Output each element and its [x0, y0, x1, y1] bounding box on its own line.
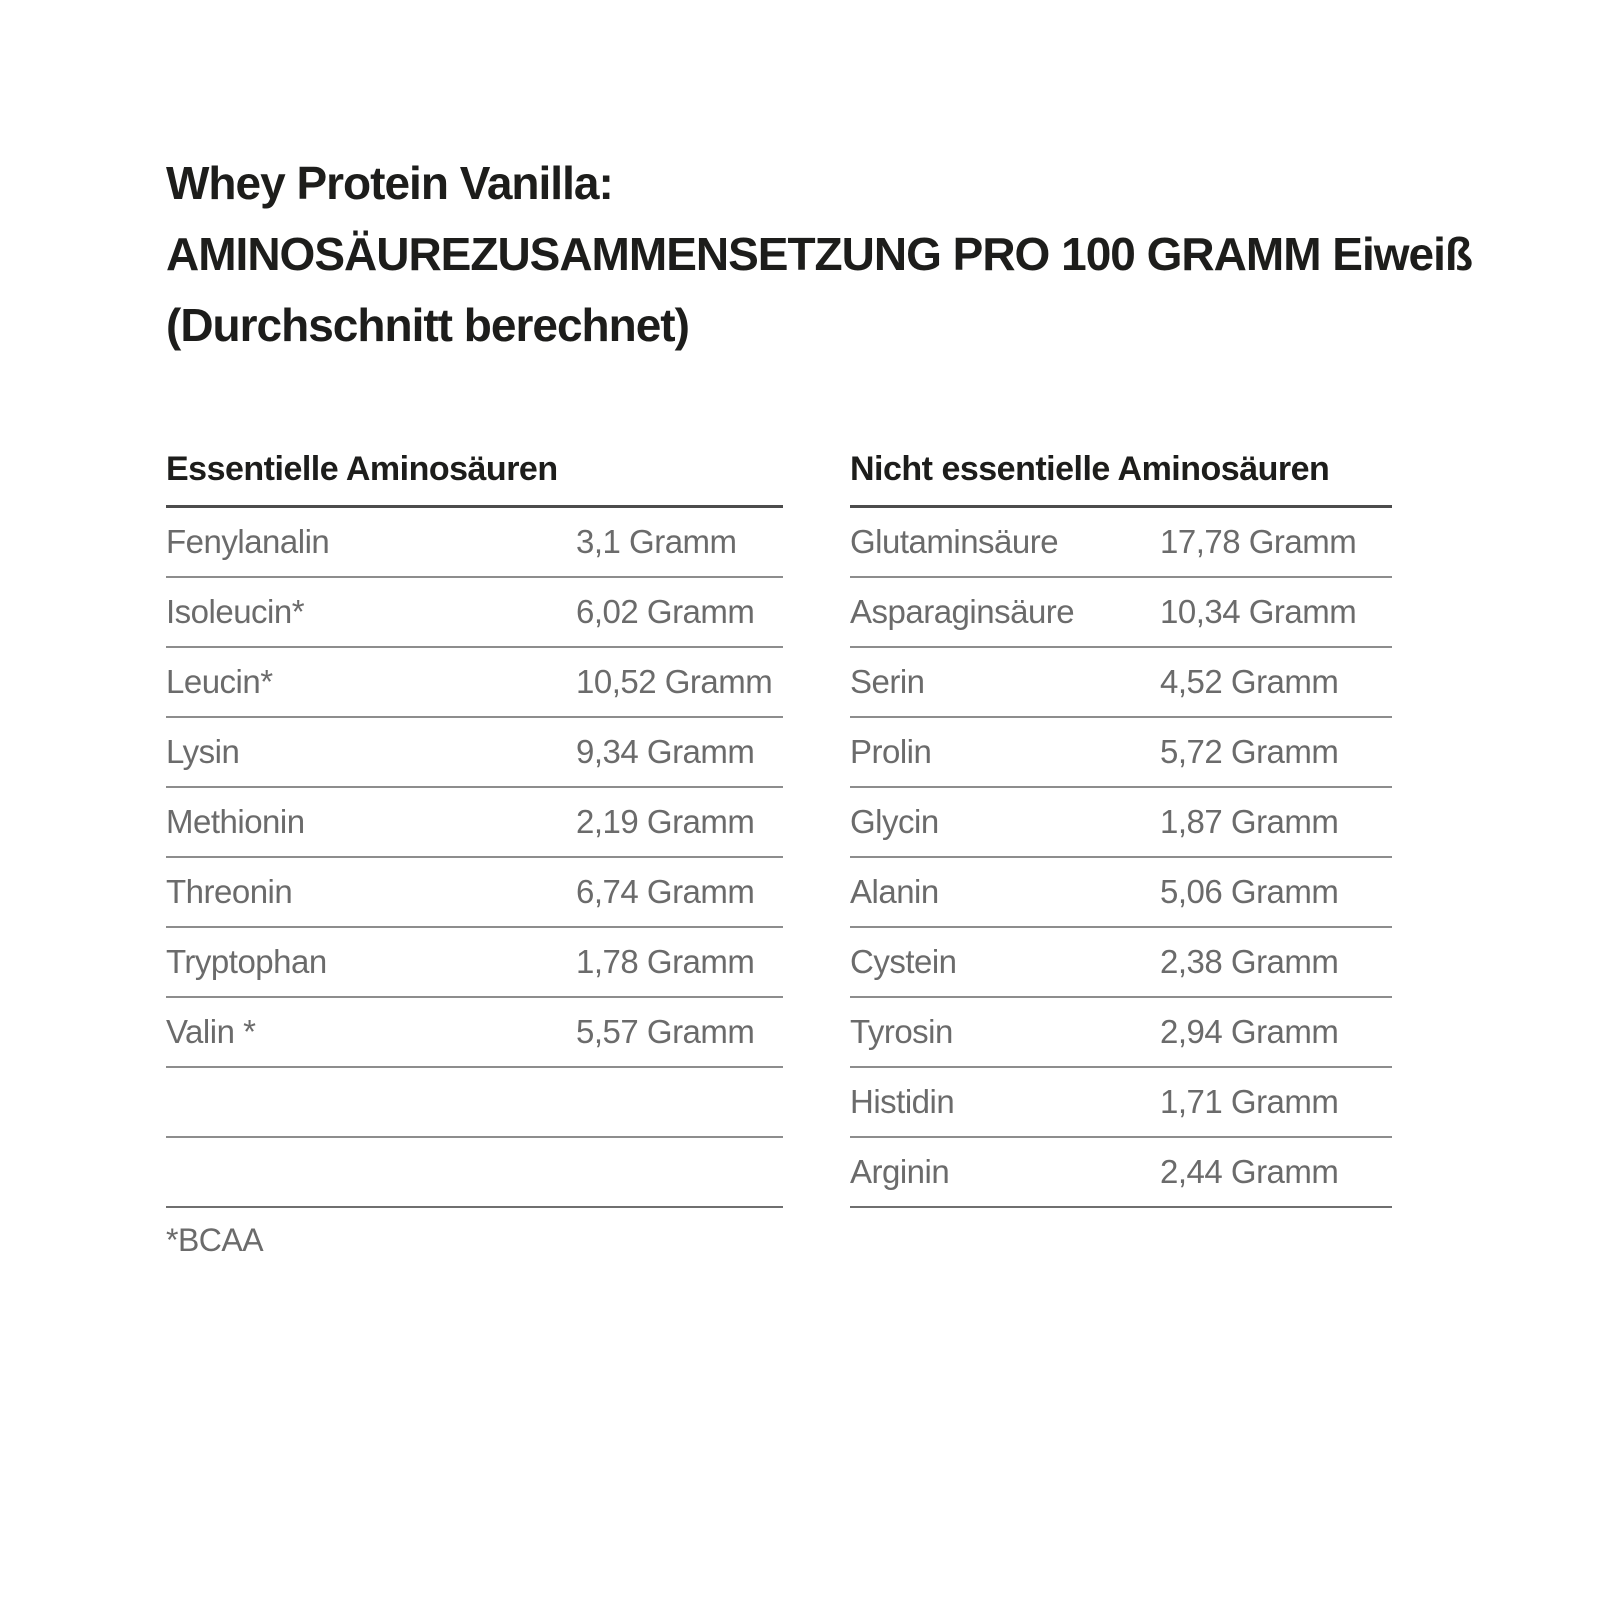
amino-acid-name: Glutaminsäure [850, 523, 1059, 560]
amino-acid-amount: 10,34 Gramm [1160, 593, 1357, 630]
amino-acid-name: Tryptophan [166, 943, 327, 980]
amino-acid-name: Glycin [850, 803, 939, 840]
table-row: Leucin* 10,52 Gramm [166, 648, 783, 718]
amino-acid-amount: 6,02 Gramm [576, 593, 755, 630]
amino-acid-amount: 4,52 Gramm [1160, 663, 1339, 700]
amino-acid-name: Threonin [166, 873, 293, 910]
table-row: Threonin 6,74 Gramm [166, 858, 783, 928]
amino-acid-name: Isoleucin* [166, 593, 305, 630]
amino-acid-name: Arginin [850, 1153, 950, 1190]
amino-acid-amount: 5,06 Gramm [1160, 873, 1339, 910]
table-row: Tryptophan 1,78 Gramm [166, 928, 783, 998]
amino-acid-amount: 2,38 Gramm [1160, 943, 1339, 980]
amino-acid-tables: Essentielle Aminosäuren Fenylanalin 3,1 … [166, 432, 1392, 1208]
title-line-2: AMINOSÄUREZUSAMMENSETZUNG PRO 100 GRAMM … [166, 228, 1473, 280]
amino-acid-name: Asparaginsäure [850, 593, 1075, 630]
table-row: Fenylanalin 3,1 Gramm [166, 508, 783, 578]
amino-acid-amount: 10,52 Gramm [576, 663, 773, 700]
amino-acid-name: Prolin [850, 733, 932, 770]
amino-acid-amount: 6,74 Gramm [576, 873, 755, 910]
amino-acid-amount: 1,87 Gramm [1160, 803, 1339, 840]
non-essential-table-header: Nicht essentielle Aminosäuren [850, 432, 1392, 508]
table-row: Glutaminsäure 17,78 Gramm [850, 508, 1392, 578]
table-row: Alanin 5,06 Gramm [850, 858, 1392, 928]
amino-acid-name: Lysin [166, 733, 240, 770]
table-row-empty [166, 1138, 783, 1208]
table-row: Cystein 2,38 Gramm [850, 928, 1392, 998]
title-line-1: Whey Protein Vanilla: [166, 157, 614, 209]
table-row: Glycin 1,87 Gramm [850, 788, 1392, 858]
bcaa-footnote: *BCAA [166, 1222, 264, 1258]
amino-acid-name: Histidin [850, 1083, 955, 1120]
amino-acid-amount: 1,71 Gramm [1160, 1083, 1339, 1120]
amino-acid-name: Alanin [850, 873, 939, 910]
table-row: Asparaginsäure 10,34 Gramm [850, 578, 1392, 648]
amino-acid-amount: 5,57 Gramm [576, 1013, 755, 1050]
essential-amino-acids-table: Essentielle Aminosäuren Fenylanalin 3,1 … [166, 432, 783, 1208]
amino-acid-name: Valin * [166, 1013, 256, 1050]
essential-table-header: Essentielle Aminosäuren [166, 432, 783, 508]
amino-acid-amount: 5,72 Gramm [1160, 733, 1339, 770]
table-row: Isoleucin* 6,02 Gramm [166, 578, 783, 648]
table-row-empty [166, 1068, 783, 1138]
title-line-3: (Durchschnitt berechnet) [166, 299, 690, 351]
page-title: Whey Protein Vanilla: AMINOSÄUREZUSAMMEN… [166, 148, 1473, 361]
amino-acid-name: Fenylanalin [166, 523, 330, 560]
table-row: Arginin 2,44 Gramm [850, 1138, 1392, 1208]
amino-acid-name: Leucin* [166, 663, 273, 700]
amino-acid-amount: 9,34 Gramm [576, 733, 755, 770]
amino-acid-amount: 2,19 Gramm [576, 803, 755, 840]
non-essential-amino-acids-table: Nicht essentielle Aminosäuren Glutaminsä… [850, 432, 1392, 1208]
table-row: Prolin 5,72 Gramm [850, 718, 1392, 788]
amino-acid-name: Cystein [850, 943, 957, 980]
table-row: Lysin 9,34 Gramm [166, 718, 783, 788]
table-row: Valin * 5,57 Gramm [166, 998, 783, 1068]
amino-acid-amount: 2,44 Gramm [1160, 1153, 1339, 1190]
table-row: Histidin 1,71 Gramm [850, 1068, 1392, 1138]
table-row: Serin 4,52 Gramm [850, 648, 1392, 718]
amino-acid-amount: 17,78 Gramm [1160, 523, 1357, 560]
amino-acid-name: Serin [850, 663, 925, 700]
amino-acid-amount: 3,1 Gramm [576, 523, 737, 560]
table-row: Tyrosin 2,94 Gramm [850, 998, 1392, 1068]
amino-acid-amount: 1,78 Gramm [576, 943, 755, 980]
amino-acid-name: Tyrosin [850, 1013, 953, 1050]
amino-acid-name: Methionin [166, 803, 305, 840]
table-row: Methionin 2,19 Gramm [166, 788, 783, 858]
amino-acid-amount: 2,94 Gramm [1160, 1013, 1339, 1050]
